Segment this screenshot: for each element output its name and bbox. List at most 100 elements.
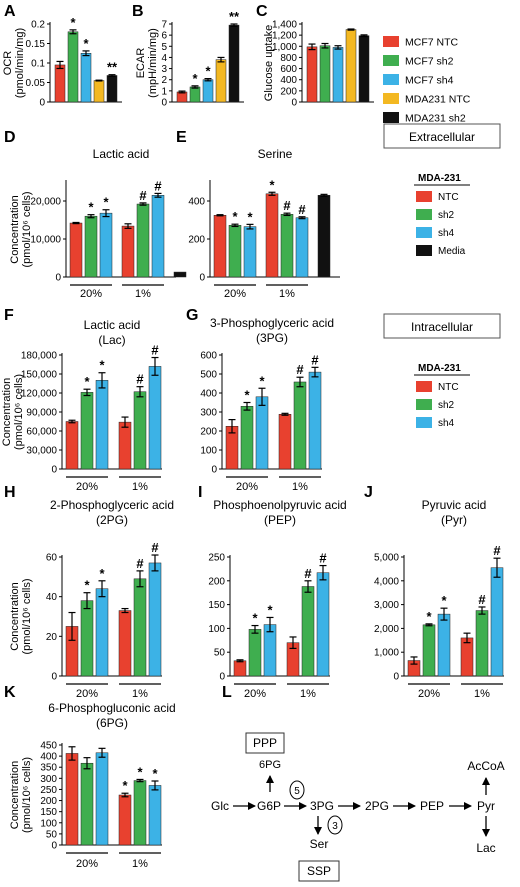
bar bbox=[69, 222, 83, 278]
legend-label: sh2 bbox=[438, 400, 455, 411]
node-accoa: AcCoA bbox=[467, 759, 504, 773]
enzyme-5-label: 5 bbox=[294, 786, 300, 797]
bar bbox=[301, 586, 315, 677]
y-tick-label: 3 bbox=[161, 64, 167, 75]
legend-label: MDA231 sh2 bbox=[405, 113, 466, 125]
significance-mark: * bbox=[84, 578, 90, 593]
bar bbox=[84, 215, 98, 278]
bar bbox=[295, 217, 309, 278]
y-tick-label: 20,000 bbox=[30, 197, 61, 208]
bar bbox=[173, 271, 187, 278]
y-tick-label: 2,000 bbox=[374, 624, 399, 635]
significance-mark: # bbox=[151, 540, 159, 555]
enzyme-3-label: 3 bbox=[332, 821, 338, 832]
y-tick-label: 100 bbox=[208, 624, 225, 635]
chart-title: (Pyr) bbox=[441, 513, 467, 527]
y-tick-label: 400 bbox=[188, 197, 205, 208]
extracellular-label: Extracellular bbox=[409, 130, 475, 144]
significance-mark: * bbox=[192, 71, 198, 86]
legend-label: MCF7 sh4 bbox=[405, 75, 454, 87]
bar bbox=[248, 629, 262, 677]
significance-mark: * bbox=[269, 177, 275, 192]
legend-label: sh4 bbox=[438, 418, 455, 429]
y-tick-label: 0 bbox=[51, 465, 57, 476]
significance-mark: # bbox=[283, 198, 291, 213]
chart-panel-e: Serine 0 200 400 * * 20% * # #1% bbox=[188, 147, 340, 300]
significance-mark: * bbox=[426, 609, 432, 624]
panel-letter-e: E bbox=[176, 129, 187, 146]
significance-mark: * bbox=[84, 374, 90, 389]
chart-panel-g: 3-Phosphoglyceric acid(3PG) 0 100 200 300 400… bbox=[200, 316, 334, 493]
ppp-box bbox=[245, 732, 285, 754]
ssp-box bbox=[298, 860, 340, 882]
bar bbox=[95, 380, 109, 470]
bar bbox=[95, 752, 109, 846]
bar bbox=[133, 578, 147, 677]
chart-panel-d: Lactic acid Concentration (pmol/10⁶ cells)… bbox=[9, 147, 187, 300]
y-tick-label: 150,000 bbox=[21, 370, 58, 381]
bar bbox=[308, 371, 322, 470]
axis-label-y: (pmol/10⁶ cells) bbox=[13, 374, 25, 450]
y-tick-label: 4 bbox=[161, 53, 167, 64]
legend-label: sh4 bbox=[438, 228, 455, 239]
chart-panel-k: 6-Phosphogluconic acid(6PG) Concentration… bbox=[9, 701, 176, 870]
y-tick-label: 6 bbox=[161, 31, 167, 42]
significance-mark: * bbox=[83, 36, 89, 51]
node-6pg: 6PG bbox=[259, 759, 281, 771]
significance-mark: * bbox=[152, 766, 158, 781]
bar bbox=[490, 567, 504, 677]
y-tick-label: 20 bbox=[46, 632, 58, 643]
y-tick-label: 0.1 bbox=[31, 59, 45, 70]
bar bbox=[65, 753, 79, 846]
chart-title: 6-Phosphogluconic acid bbox=[48, 701, 175, 715]
y-tick-label: 0.05 bbox=[26, 78, 46, 89]
group-label: 1% bbox=[474, 688, 490, 700]
significance-mark: * bbox=[267, 602, 273, 617]
legend-label: MCF7 sh2 bbox=[405, 56, 454, 68]
bar bbox=[345, 29, 357, 103]
bar bbox=[306, 46, 318, 103]
y-tick-label: 1,200 bbox=[272, 31, 297, 42]
axis-label-y: (pmol/10⁶ cells) bbox=[21, 578, 33, 654]
legend-label: NTC bbox=[438, 192, 459, 203]
chart-panel-h: 2-Phosphoglyceric acid(2PG) Concentration… bbox=[9, 498, 174, 700]
legend-swatch bbox=[383, 36, 399, 47]
panel-letter-b: B bbox=[132, 3, 144, 20]
legend-label: sh2 bbox=[438, 210, 455, 221]
bar bbox=[80, 600, 94, 677]
axis-label-y: Concentration bbox=[9, 195, 21, 264]
bar bbox=[316, 572, 330, 677]
legend-swatch bbox=[383, 112, 399, 123]
y-tick-label: 0 bbox=[51, 672, 57, 683]
y-tick-label: 150 bbox=[208, 600, 225, 611]
intracellular-label: Intracellular bbox=[411, 320, 473, 334]
bar bbox=[215, 59, 227, 103]
legend-mda231-extracellular: MDA-231 NTC sh2 sh4 Media bbox=[414, 173, 470, 257]
significance-mark: # bbox=[151, 343, 159, 358]
bar bbox=[228, 225, 242, 278]
chart-title: 2-Phosphoglyceric acid bbox=[50, 498, 174, 512]
y-tick-label: 5,000 bbox=[374, 553, 399, 564]
ssp-label: SSP bbox=[307, 864, 331, 878]
bar bbox=[148, 366, 162, 470]
y-tick-label: 0 bbox=[39, 98, 45, 109]
group-label: 20% bbox=[76, 688, 98, 700]
legend-swatch bbox=[383, 74, 399, 85]
y-tick-label: 120,000 bbox=[21, 389, 58, 400]
y-tick-label: 0 bbox=[211, 465, 217, 476]
group-label: 1% bbox=[135, 288, 151, 300]
y-tick-label: 400 bbox=[40, 752, 57, 763]
bar bbox=[189, 86, 201, 103]
chart-title: (6PG) bbox=[96, 716, 128, 730]
node-g6p: G6P bbox=[257, 799, 281, 813]
chart-panel-f: Lactic acid(Lac) Concentration (pmol/10⁶ c… bbox=[1, 318, 162, 493]
bar bbox=[121, 225, 135, 278]
y-tick-label: 30,000 bbox=[26, 446, 57, 457]
y-tick-label: 1 bbox=[161, 86, 167, 97]
y-tick-label: 0 bbox=[199, 273, 205, 284]
significance-mark: ** bbox=[229, 9, 240, 24]
chart-title: Serine bbox=[258, 147, 293, 161]
bar bbox=[243, 226, 257, 278]
bar bbox=[280, 214, 294, 278]
